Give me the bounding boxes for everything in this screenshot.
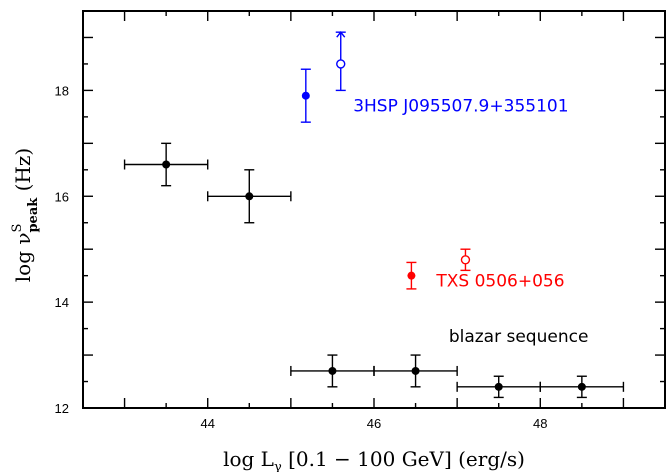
- annotations: 3HSP J095507.9+355101 TXS 0506+056 blazar …: [353, 97, 588, 347]
- data-point: [494, 382, 503, 391]
- x-axis-label: log Lγ [0.1 − 100 GeV] (erg/s): [223, 447, 525, 472]
- data-point: [411, 366, 420, 375]
- annotation-label: TXS 0506+056: [435, 271, 564, 291]
- y-axis-label-nu: ν: [11, 232, 35, 244]
- data-point: [162, 160, 171, 169]
- data-point: [407, 271, 416, 280]
- y-tick-label: 12: [55, 401, 69, 416]
- x-tick-label: 44: [200, 416, 214, 431]
- axis-ticks: [83, 11, 665, 409]
- data-point-open: [460, 255, 471, 265]
- x-tick-label: 48: [533, 416, 547, 431]
- y-axis-label-main: log: [11, 245, 35, 283]
- x-axis-label-main: log L: [223, 447, 274, 471]
- y-axis-label-sub: peak: [26, 197, 41, 233]
- tick-labels: 44 46 48 12 14 16 18: [55, 83, 548, 431]
- data-point: [301, 91, 310, 100]
- data-point-open: [336, 59, 346, 69]
- x-tick-label: 46: [367, 416, 381, 431]
- y-tick-label: 14: [55, 295, 69, 310]
- data-marks: [123, 31, 625, 399]
- data-point: [328, 366, 337, 375]
- annotation-label: blazar sequence: [449, 327, 589, 347]
- y-axis-label-sup: S: [10, 224, 25, 233]
- data-point: [245, 192, 254, 201]
- data-point: [577, 382, 586, 391]
- y-axis-label: log νSpeak (Hz): [10, 148, 41, 282]
- y-axis-label-rest: (Hz): [11, 148, 35, 198]
- lower-limit-arrow: [336, 31, 346, 38]
- plot-frame: [82, 10, 666, 409]
- annotation-label: 3HSP J095507.9+355101: [353, 97, 568, 117]
- x-axis-label-sub: γ: [274, 460, 282, 472]
- y-tick-label: 18: [55, 83, 69, 98]
- y-tick-label: 16: [55, 189, 69, 204]
- x-axis-label-rest: [0.1 − 100 GeV] (erg/s): [282, 447, 525, 471]
